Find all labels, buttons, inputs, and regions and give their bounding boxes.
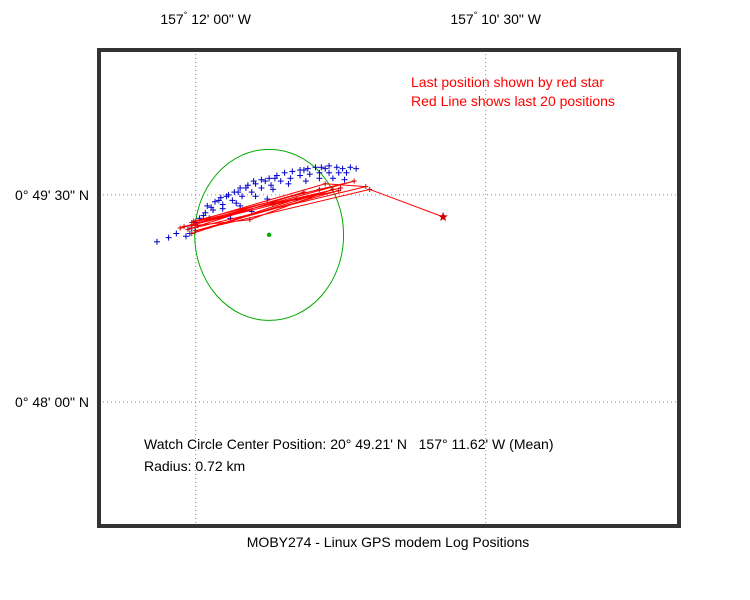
- last-position-marker: [438, 211, 449, 222]
- blue-position-point: [248, 189, 255, 196]
- blue-position-point: [210, 207, 217, 214]
- blue-position-point: [287, 175, 294, 182]
- red-position-point: [181, 224, 187, 230]
- blue-position-point: [302, 178, 309, 185]
- blue-position-point: [318, 164, 325, 171]
- blue-position-point: [329, 175, 336, 182]
- blue-position-point: [343, 169, 350, 176]
- blue-position-point: [183, 233, 189, 240]
- blue-position-point: [326, 169, 333, 176]
- blue-position-point: [258, 176, 265, 183]
- watch-circle: [194, 148, 345, 321]
- red-position-point: [301, 189, 307, 195]
- grid-lines: [99, 50, 679, 526]
- x-tick-label-1: 157° 10' 30" W: [450, 10, 541, 27]
- red-position-point: [189, 219, 195, 225]
- blue-position-point: [271, 175, 278, 182]
- red-position-point: [351, 178, 357, 184]
- blue-position-point: [316, 169, 323, 176]
- red-position-point: [185, 226, 191, 232]
- y-tick-label-0: 0° 49' 30" N: [15, 187, 89, 203]
- watch-circle-radius-text: Radius: 0.72 km: [144, 458, 245, 474]
- blue-position-point: [300, 167, 307, 174]
- blue-position-point: [326, 162, 333, 169]
- blue-position-point: [277, 178, 284, 185]
- blue-position-point: [215, 197, 222, 204]
- blue-position-point: [285, 180, 292, 187]
- blue-position-point: [258, 184, 265, 191]
- blue-position-point: [237, 184, 244, 191]
- blue-position-point: [242, 184, 249, 191]
- blue-position-point: [333, 164, 340, 171]
- blue-position-point: [229, 197, 236, 204]
- x-tick-label-0: 157° 12' 00" W: [160, 10, 251, 27]
- blue-position-point: [281, 169, 288, 176]
- red-position-point: [367, 186, 373, 192]
- chart-title: MOBY274 - Linux GPS modem Log Positions: [247, 534, 529, 550]
- blue-position-point: [339, 165, 346, 172]
- red-position-point: [330, 186, 336, 192]
- blue-position-point: [268, 182, 275, 189]
- blue-position-point: [223, 193, 230, 200]
- last-20-positions: [177, 178, 446, 237]
- blue-position-point: [200, 212, 207, 219]
- blue-position-point: [341, 176, 348, 183]
- blue-position-point: [262, 178, 269, 185]
- red-position-point: [338, 185, 344, 191]
- blue-position-point: [204, 202, 211, 209]
- watch-circle-ring: [194, 148, 345, 321]
- blue-position-point: [252, 193, 259, 200]
- blue-position-point: [239, 193, 246, 200]
- blue-position-point: [165, 234, 172, 241]
- red-position-point: [189, 231, 195, 237]
- plot-frame: [97, 48, 681, 528]
- blue-position-point: [233, 200, 240, 207]
- red-position-point: [247, 217, 253, 223]
- last-20-track-line: [180, 180, 444, 234]
- red-position-point: [336, 188, 342, 194]
- last-position-star: [438, 211, 449, 222]
- red-position-point: [363, 184, 369, 190]
- blue-position-point: [306, 171, 313, 178]
- blue-position-point: [347, 164, 354, 171]
- blue-position-point: [353, 165, 360, 172]
- red-position-point: [177, 225, 183, 231]
- blue-position-point: [252, 180, 259, 187]
- red-position-point: [270, 202, 276, 208]
- y-tick-label-1: 0° 48' 00" N: [15, 394, 89, 410]
- blue-position-point: [219, 205, 226, 212]
- blue-position-point: [289, 168, 296, 175]
- blue-position-point: [316, 175, 323, 182]
- blue-position-point: [212, 198, 218, 205]
- blue-position-point: [237, 202, 244, 209]
- blue-position-point: [154, 238, 160, 245]
- red-position-point: [316, 186, 322, 192]
- blue-position-point: [335, 169, 342, 176]
- watch-circle-center-text: Watch Circle Center Position: 20° 49.21'…: [144, 436, 554, 452]
- blue-position-point: [297, 172, 304, 179]
- blue-position-point: [322, 165, 329, 172]
- watch-circle-center: [266, 232, 272, 238]
- blue-position-point: [266, 175, 273, 182]
- blue-position-point: [270, 186, 276, 193]
- annotation-red-line: Red Line shows last 20 positions: [411, 93, 615, 109]
- blue-position-point: [235, 189, 242, 196]
- red-position-point: [322, 181, 328, 187]
- blue-position-point: [312, 164, 319, 171]
- red-position-point: [293, 196, 299, 202]
- blue-position-point: [173, 230, 180, 237]
- blue-position-point: [304, 165, 311, 172]
- annotation-last-position: Last position shown by red star: [411, 74, 604, 90]
- red-position-point: [193, 228, 199, 234]
- axis-tick-labels: 157° 12' 00" W 157° 10' 30" W 0° 49' 30" N…: [15, 10, 542, 410]
